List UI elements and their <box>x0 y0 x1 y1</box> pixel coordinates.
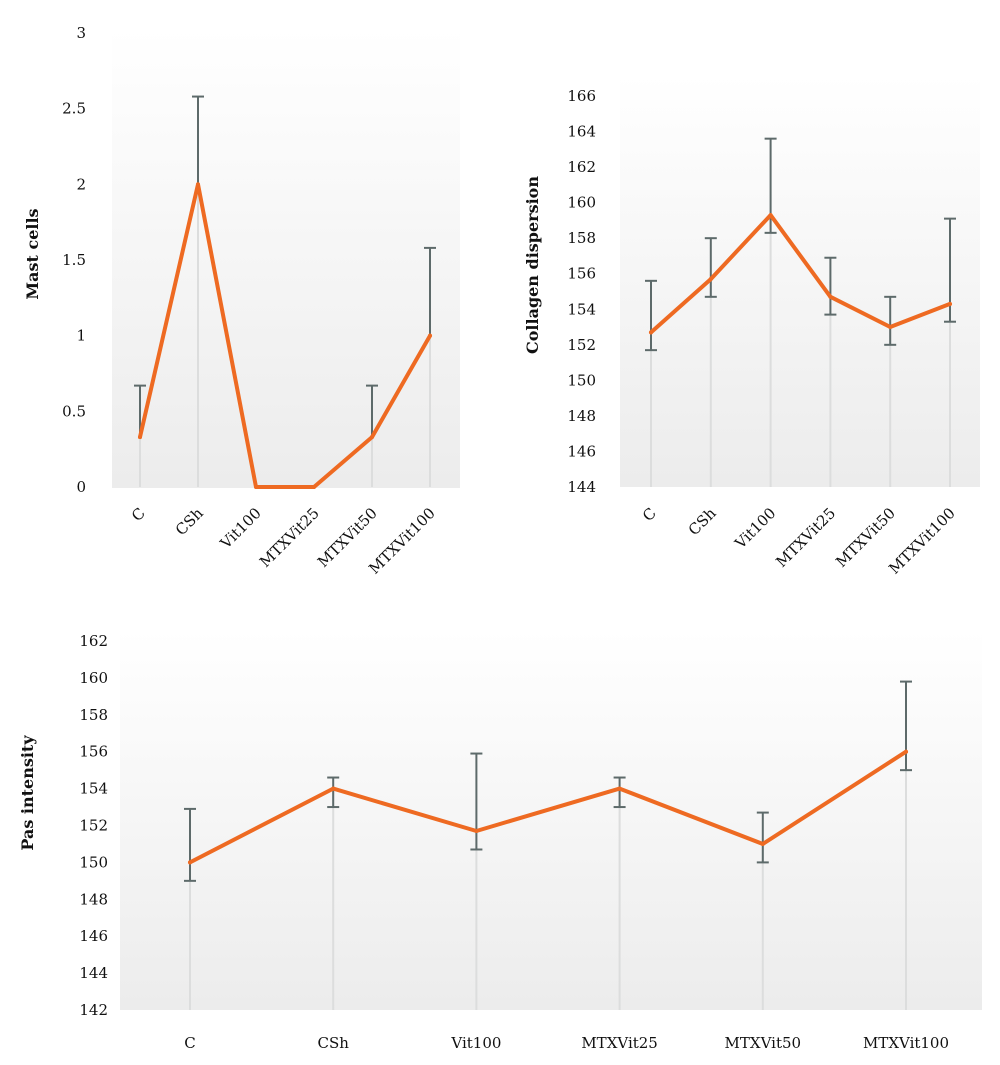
y-tick-label: 154 <box>79 780 108 798</box>
y-tick-label: 156 <box>79 743 108 761</box>
y-tick-label: 1.5 <box>62 251 86 269</box>
chart-panel-2: 144 146 148 150 152 154 156 158 160 162 164 166 Coll… <box>523 75 980 578</box>
y-tick-label: 2.5 <box>62 100 86 118</box>
data-point <box>888 325 893 330</box>
y-tick-label: 154 <box>567 300 596 318</box>
x-tick-label: C <box>128 504 149 525</box>
y-tick-label: 152 <box>79 817 108 835</box>
x-tick-label: MTXVit50 <box>725 1034 802 1052</box>
plot-background <box>112 28 460 488</box>
x-tick-label: CSh <box>317 1034 349 1052</box>
x-tick-label: CSh <box>172 504 207 539</box>
data-point <box>331 786 336 791</box>
y-axis-title: Mast cells <box>23 208 42 299</box>
error-bar <box>184 807 196 882</box>
x-tick-label: MTXVit100 <box>863 1034 949 1052</box>
data-point <box>196 182 200 187</box>
error-bar <box>470 752 483 851</box>
series-line <box>138 182 432 489</box>
chart-panel-3: 142 144 146 148 150 152 154 156 158 160 162 Pas int… <box>18 630 982 1052</box>
error-bar <box>366 384 378 438</box>
y-tick-label: 1 <box>76 327 86 345</box>
y-tick-label: 158 <box>79 706 108 724</box>
plot-background <box>620 75 980 487</box>
y-tick-label: 150 <box>79 853 108 871</box>
y-tick-label: 152 <box>567 336 596 354</box>
y-tick-label: 142 <box>79 1001 108 1019</box>
error-bar <box>704 237 717 298</box>
data-point <box>428 333 432 338</box>
x-tick-label: Vit100 <box>216 504 265 553</box>
data-point <box>617 786 622 791</box>
y-tick-label: 3 <box>76 24 86 42</box>
y-tick-label: 158 <box>567 229 596 247</box>
y-tick-label: 166 <box>567 87 596 105</box>
x-tick-label: C <box>184 1034 195 1052</box>
y-tick-label: 164 <box>567 123 596 141</box>
error-bar <box>900 680 912 772</box>
y-tick-label: 144 <box>567 478 596 496</box>
series-line <box>188 749 908 865</box>
data-point <box>649 330 653 335</box>
data-point <box>948 301 952 306</box>
data-point <box>828 294 833 299</box>
data-point <box>254 485 258 489</box>
y-axis-title: Pas intensity <box>18 735 37 851</box>
error-bar <box>424 246 436 336</box>
data-point <box>188 860 192 865</box>
error-bar <box>645 279 657 352</box>
error-bar <box>756 811 769 864</box>
y-tick-label: 160 <box>79 669 108 687</box>
y-tick-label: 144 <box>79 964 108 982</box>
data-point <box>138 435 142 440</box>
y-tick-label: 146 <box>79 927 108 945</box>
chart-panel-1: 0 0.5 1 1.5 2 2.5 3 Mast cells C CSh Vit100MTXVit2… <box>23 24 460 578</box>
y-tick-label: 156 <box>567 265 596 283</box>
x-tick-label: C <box>639 504 660 525</box>
data-point <box>768 213 773 218</box>
data-point <box>474 829 479 834</box>
data-point <box>708 277 713 282</box>
y-tick-label: 160 <box>567 194 596 212</box>
x-tick-label: CSh <box>685 504 720 539</box>
x-tick-label: MTXVit25 <box>772 504 839 571</box>
error-bar <box>824 256 837 316</box>
error-bar <box>192 95 204 185</box>
y-tick-label: 0.5 <box>62 402 86 420</box>
data-point <box>760 841 765 846</box>
x-tick-label: Vit100 <box>450 1034 501 1052</box>
y-tick-label: 2 <box>76 175 86 193</box>
error-bar <box>327 776 340 809</box>
y-tick-label: 148 <box>567 407 596 425</box>
error-bar <box>884 295 897 346</box>
y-tick-label: 162 <box>79 632 108 650</box>
y-tick-label: 146 <box>567 442 596 460</box>
data-point <box>904 749 908 754</box>
y-tick-label: 150 <box>567 371 596 389</box>
y-tick-label: 148 <box>79 890 108 908</box>
x-tick-label: Vit100 <box>731 504 780 553</box>
x-tick-label: MTXVit25 <box>256 504 323 571</box>
data-point <box>312 485 316 489</box>
plot-background <box>120 630 982 1010</box>
series-line <box>649 213 952 335</box>
error-bar <box>613 776 626 809</box>
x-tick-label: MTXVit25 <box>581 1034 658 1052</box>
data-point <box>370 435 374 440</box>
y-tick-label: 0 <box>76 478 86 496</box>
y-axis-title: Collagen dispersion <box>523 176 542 354</box>
y-tick-label: 162 <box>567 158 596 176</box>
